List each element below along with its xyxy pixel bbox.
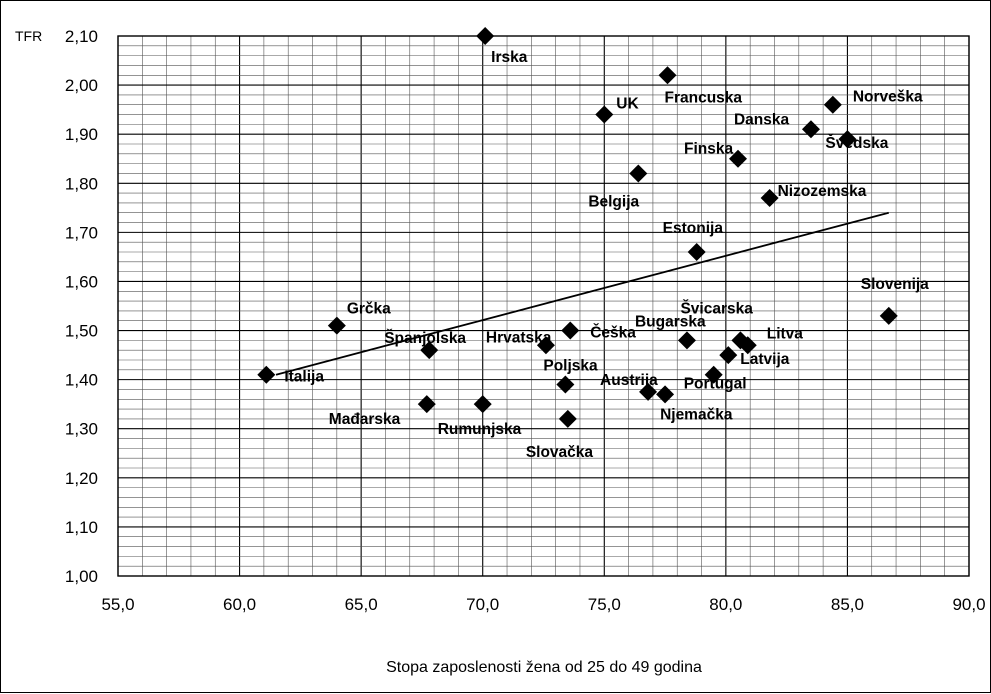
data-point (687, 243, 706, 261)
point-label: Nizozemska (778, 183, 867, 200)
data-point (879, 306, 898, 325)
data-point (556, 375, 575, 394)
x-tick-label: 85,0 (831, 595, 864, 614)
data-point (760, 189, 779, 207)
point-label: Švicarska (680, 299, 753, 317)
y-tick-label: 1,00 (65, 567, 98, 586)
data-point (656, 385, 675, 404)
x-tick-label: 90,0 (952, 595, 985, 614)
data-point (595, 105, 614, 124)
y-tick-label: 1,90 (65, 125, 98, 144)
data-point (658, 66, 677, 85)
x-tick-label: 60,0 (223, 595, 256, 614)
point-label: Portugal (684, 376, 747, 393)
point-label: Austrija (600, 372, 658, 389)
point-label: Danska (734, 111, 790, 128)
y-tick-label: 2,00 (65, 76, 98, 95)
data-point (257, 365, 276, 384)
grid (117, 35, 970, 577)
point-label: UK (616, 96, 639, 113)
data-point (738, 336, 757, 355)
point-label: Italija (284, 369, 324, 386)
point-label: Slovačka (526, 444, 594, 461)
data-point (420, 341, 439, 360)
data-point (823, 95, 842, 114)
data-point (719, 346, 738, 365)
plot-border (117, 35, 970, 577)
point-label: Bugarska (635, 313, 706, 330)
y-axis-label: TFR (15, 28, 42, 44)
point-label: Španjolska (384, 329, 466, 347)
y-tick-label: 1,80 (65, 174, 98, 193)
point-label: Hrvatska (486, 329, 552, 346)
point-label: Češka (590, 324, 636, 342)
point-label: Norveška (853, 89, 923, 106)
y-tick-label: 1,20 (65, 469, 98, 488)
point-label: Mađarska (329, 411, 401, 428)
data-point (561, 321, 580, 340)
x-tick-label: 80,0 (709, 595, 742, 614)
point-label: Francuska (665, 89, 743, 106)
data-point (327, 316, 346, 335)
point-labels-group: Italija Grčka Španjolska Mađarska Rumunjska I… (284, 49, 929, 461)
point-label: Poljska (543, 358, 598, 375)
data-point (704, 365, 723, 384)
data-point (417, 395, 436, 414)
point-label: Estonija (663, 220, 724, 237)
data-point (838, 130, 857, 149)
y-tick-label: 1,70 (65, 223, 98, 242)
x-tick-label: 55,0 (101, 595, 134, 614)
point-label: Rumunjska (438, 421, 522, 438)
x-tick-label: 65,0 (345, 595, 378, 614)
data-point (558, 409, 577, 428)
trendline-group (275, 211, 889, 376)
y-tick-label: 1,50 (65, 322, 98, 341)
point-label: Latvija (740, 351, 789, 368)
y-tick-label: 1,10 (65, 518, 98, 537)
data-point (536, 336, 555, 355)
x-tick-label: 75,0 (588, 595, 621, 614)
x-tick-label: 70,0 (466, 595, 499, 614)
y-tick-label: 2,10 (65, 27, 98, 46)
x-tick-labels: 55,0 60,0 65,0 70,0 75,0 80,0 85,0 90,0 (101, 595, 985, 614)
data-point (639, 382, 658, 401)
data-point (473, 395, 492, 414)
point-label: Grčka (347, 301, 391, 318)
x-axis-label: Stopa zaposlenosti žena od 25 do 49 godi… (386, 659, 702, 676)
y-tick-labels: 1,00 1,10 1,20 1,30 1,40 1,50 1,60 1,70 1,80 1,90… (65, 27, 98, 586)
trendline (275, 211, 889, 376)
data-point (476, 27, 495, 45)
y-tick-label: 1,60 (65, 272, 98, 291)
point-label: Litva (767, 325, 804, 342)
data-point (801, 120, 820, 139)
data-point (629, 164, 648, 183)
y-tick-label: 1,30 (65, 420, 98, 439)
y-tick-label: 1,40 (65, 371, 98, 390)
data-point (729, 149, 748, 168)
points-group (257, 27, 898, 428)
point-label: Njemačka (660, 406, 733, 423)
point-label: Finska (684, 141, 733, 158)
point-label: Belgija (588, 193, 639, 210)
point-label: Švedska (825, 134, 888, 152)
point-label: Slovenija (861, 276, 929, 293)
data-point (677, 331, 696, 350)
point-label: Irska (491, 49, 528, 66)
